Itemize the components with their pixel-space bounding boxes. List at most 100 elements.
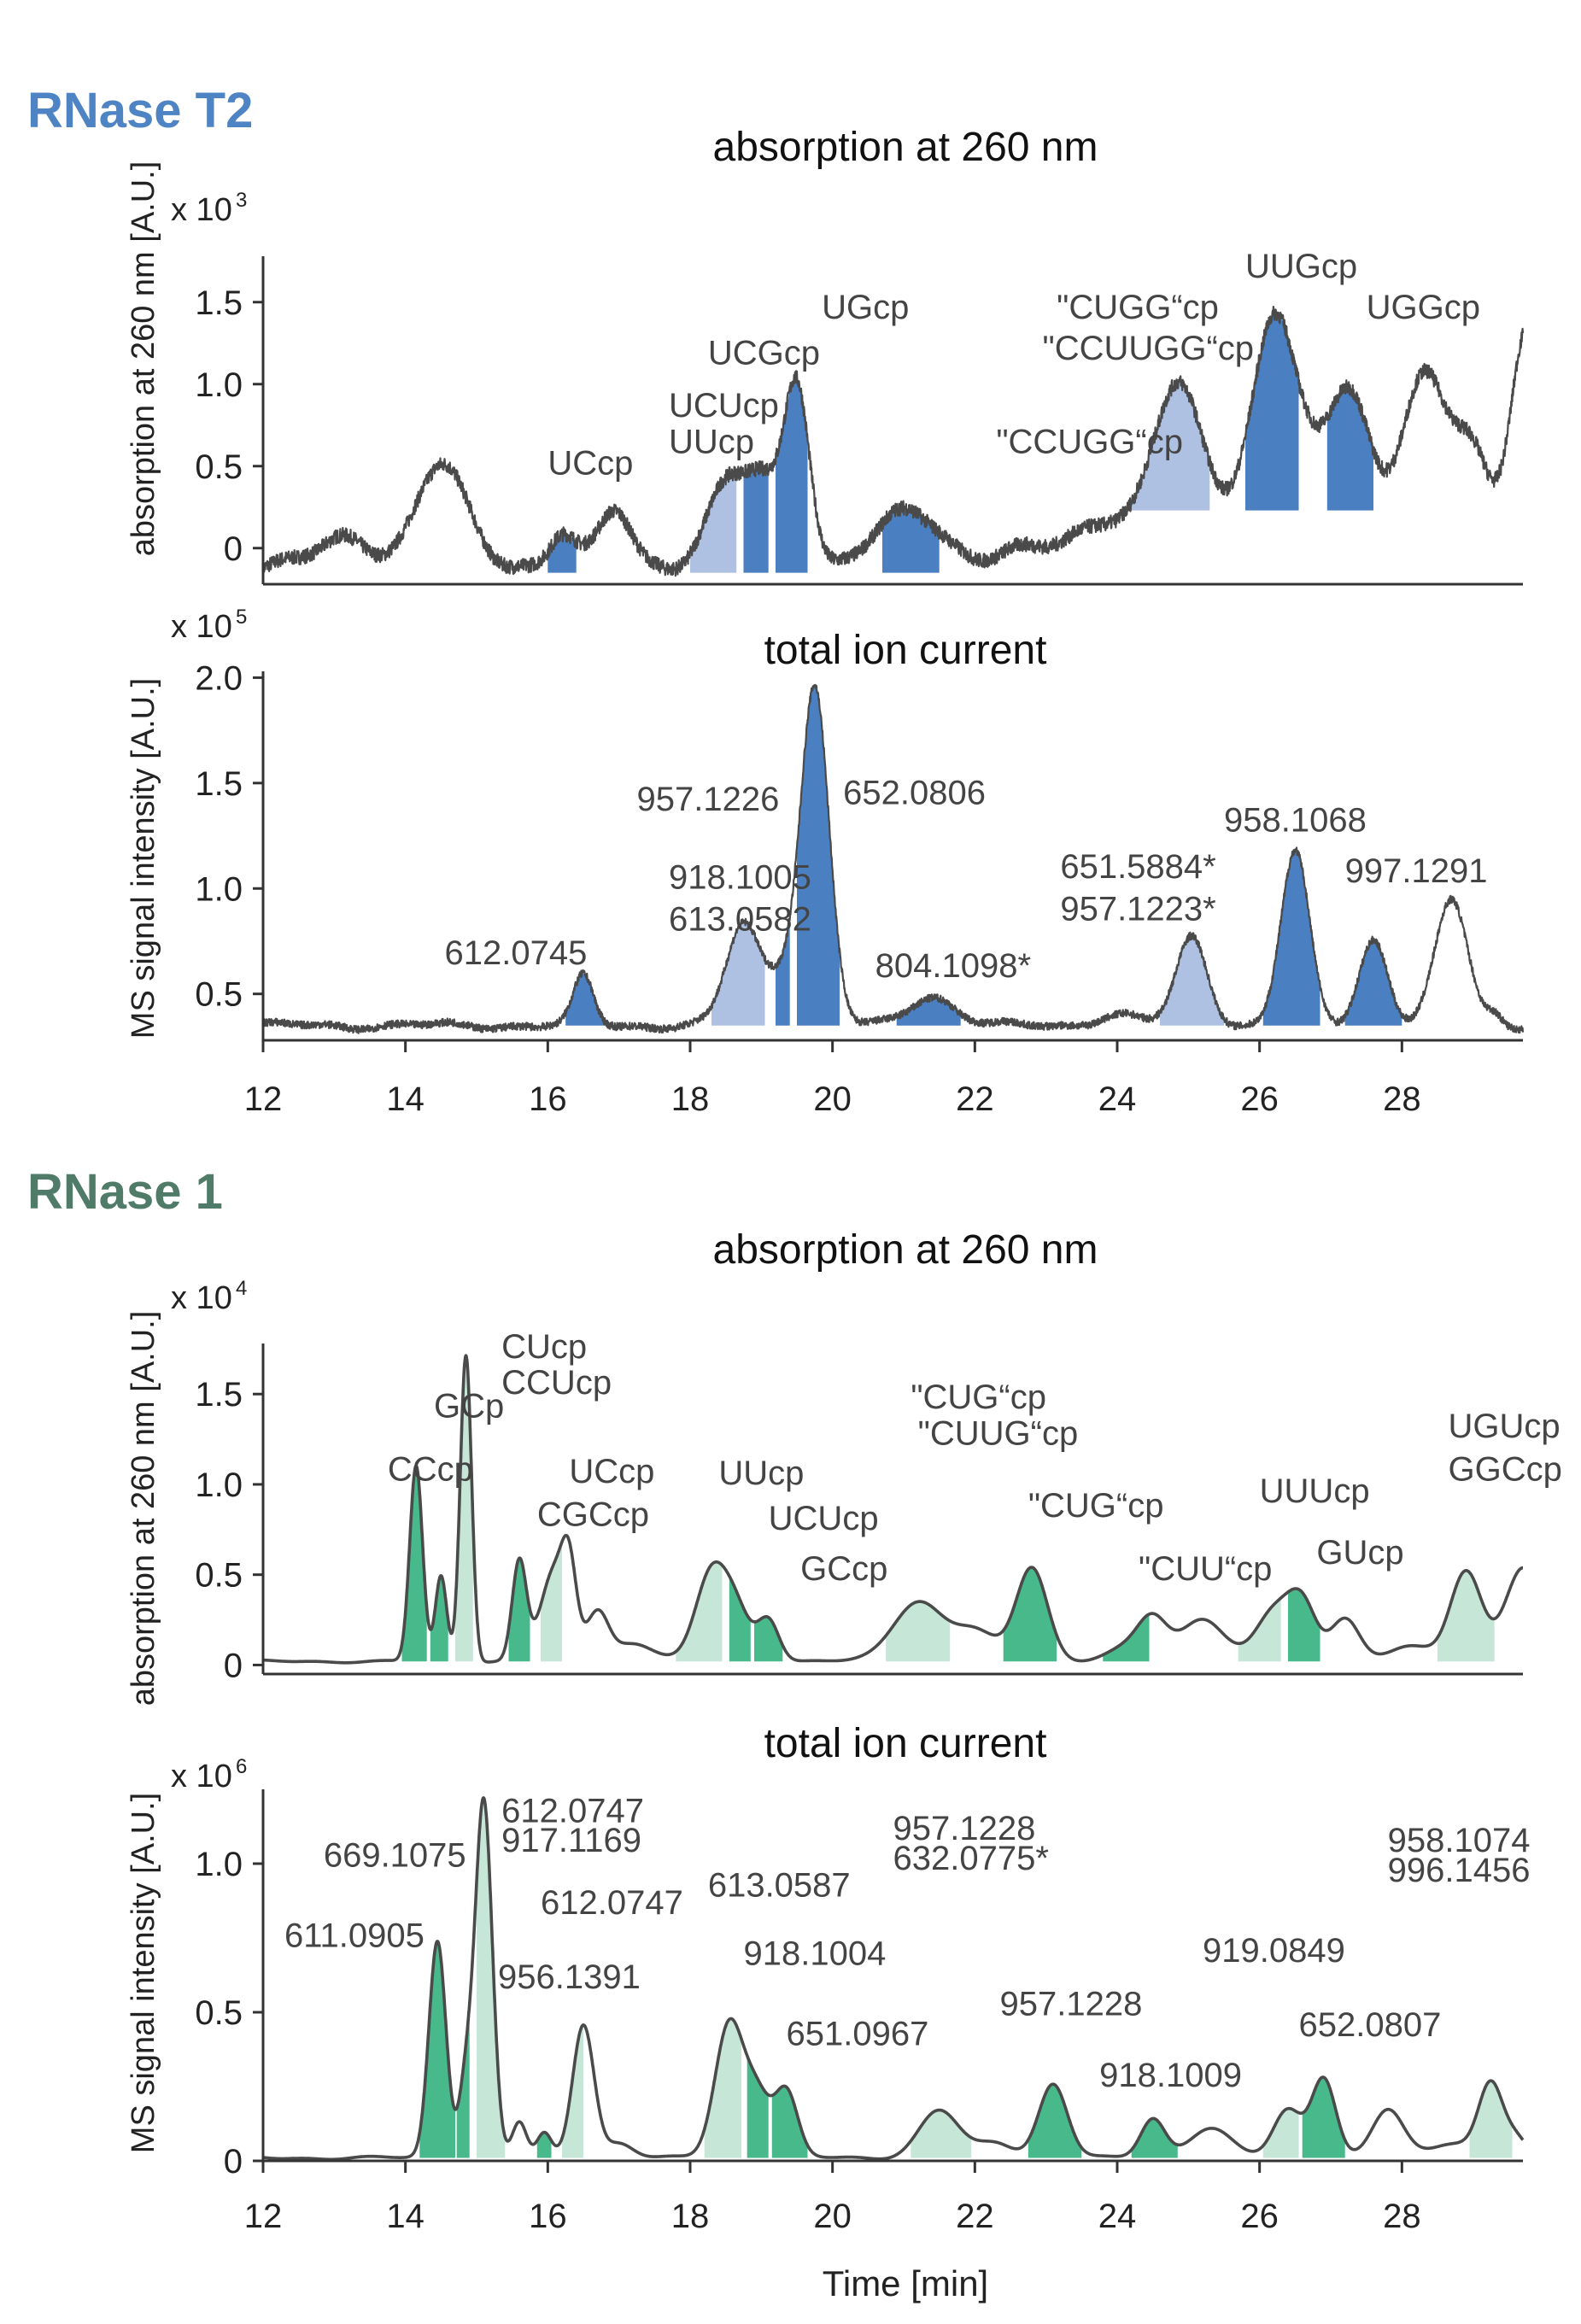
scale-exponent-2: 4	[236, 1277, 247, 1300]
peak-region-3-13	[1469, 2081, 1513, 2158]
peak-annotation-2-9: "CUG“cp	[911, 1379, 1046, 1416]
peak-annotation-1-9: 997.1291	[1345, 852, 1488, 890]
peak-annotation-3-11: 957.1228	[1000, 1985, 1143, 2023]
peak-annotation-1-8: 958.1068	[1224, 802, 1367, 840]
peak-annotation-1-1: 918.1005	[669, 858, 811, 896]
peak-region-3-11	[1262, 2108, 1299, 2158]
x-tick-label-1-2: 16	[529, 1080, 567, 1118]
peak-region-2-1	[430, 1575, 448, 1662]
peak-annotation-3-13: 919.0849	[1203, 1932, 1345, 1970]
y-tick-label-2-1: 0.5	[195, 1557, 243, 1595]
peak-annotation-2-12: "CUU“cp	[1139, 1550, 1272, 1588]
y-axis-label-2: absorption at 260 nm [A.U.]	[126, 1311, 161, 1706]
peak-annotation-2-15: UGUcp	[1449, 1408, 1561, 1445]
peak-annotation-3-2: 612.0747	[501, 1792, 644, 1829]
peak-region-1-1	[711, 922, 765, 1026]
y-tick-label-0-0: 0	[224, 530, 243, 568]
y-tick-label-2-2: 1.0	[195, 1466, 243, 1504]
peak-region-0-6	[1245, 313, 1299, 511]
peak-annotation-0-4: UGcp	[822, 289, 909, 326]
x-tick-label-1-4: 20	[813, 1080, 852, 1118]
peak-annotation-2-6: UUcp	[718, 1455, 804, 1492]
x-tick-label-3-5: 22	[956, 2198, 994, 2235]
peak-annotation-2-13: UUUcp	[1260, 1472, 1370, 1510]
x-tick-label-3-1: 14	[386, 2198, 425, 2235]
peak-annotation-1-3: 957.1226	[637, 781, 780, 818]
y-tick-label-3-1: 0.5	[195, 1994, 243, 2032]
peak-annotation-2-1: GCp	[434, 1388, 504, 1425]
peak-annotation-2-2: CUcp	[501, 1328, 587, 1366]
x-tick-label-1-3: 18	[671, 1080, 710, 1118]
peak-region-2-8	[886, 1601, 951, 1662]
peak-annotation-2-4: UCcp	[569, 1453, 654, 1490]
rnase-t2-title: RNase T2	[27, 83, 254, 138]
peak-region-3-9	[1028, 2084, 1082, 2158]
peak-annotation-3-4: 612.0747	[541, 1884, 683, 1922]
scale-label-0: x 10	[171, 192, 232, 228]
peak-annotation-3-6: 613.0587	[708, 1866, 851, 1904]
scale-exponent-3: 6	[236, 1755, 247, 1778]
peak-annotation-1-4: 652.0806	[843, 775, 986, 812]
peak-region-0-1	[690, 472, 737, 573]
peak-annotation-3-1: 669.1075	[324, 1836, 466, 1874]
x-tick-label-1-0: 12	[244, 1080, 283, 1118]
y-tick-label-1-1: 1.0	[195, 870, 243, 908]
x-tick-label-3-3: 18	[671, 2198, 710, 2235]
peak-annotation-2-8: GCcp	[800, 1550, 887, 1588]
peak-annotation-3-16: 996.1456	[1388, 1852, 1531, 1889]
peak-annotation-1-0: 612.0745	[445, 934, 588, 972]
y-tick-label-2-0: 0	[224, 1647, 243, 1684]
y-axis-label-3: MS signal intensity [A.U.]	[126, 1793, 161, 2153]
peak-annotation-0-8: UUGcp	[1245, 248, 1357, 285]
peak-annotation-3-14: 652.0807	[1299, 2006, 1442, 2044]
peak-annotation-0-3: UCGcp	[708, 335, 820, 372]
peak-region-3-5	[704, 2018, 741, 2158]
peak-annotation-1-6: 651.5884*	[1060, 848, 1215, 886]
scale-label-3: x 10	[171, 1759, 232, 1794]
peak-region-2-7	[754, 1616, 783, 1662]
scale-label-2: x 10	[171, 1280, 232, 1316]
peak-annotation-2-11: "CUG“cp	[1028, 1487, 1164, 1525]
y-axis-label-1: MS signal intensity [A.U.]	[126, 678, 161, 1039]
peak-region-3-4	[562, 2024, 583, 2158]
x-tick-label-1-8: 28	[1383, 1080, 1421, 1118]
peak-annotation-0-5: "CCUGG“cp	[996, 423, 1183, 460]
peak-region-0-5	[1131, 382, 1210, 511]
peak-annotation-3-7: 918.1004	[744, 1935, 887, 1972]
peak-region-0-2	[743, 467, 769, 573]
y-tick-label-3-2: 1.0	[195, 1846, 243, 1883]
scale-exponent-1: 5	[236, 606, 247, 629]
trace-2	[261, 1354, 1525, 1665]
peak-region-1-3	[797, 685, 840, 1026]
peak-annotation-0-2: UUcp	[669, 423, 754, 460]
peak-annotation-3-0: 611.0905	[284, 1917, 425, 1954]
peak-annotation-0-9: UGGcp	[1367, 289, 1480, 326]
peak-annotation-2-14: GUcp	[1316, 1534, 1403, 1572]
trace-0	[261, 306, 1525, 577]
peak-annotation-2-10: "CUUG“cp	[918, 1414, 1079, 1452]
x-tick-label-1-6: 24	[1098, 1080, 1137, 1118]
x-tick-label-3-7: 26	[1240, 2198, 1279, 2235]
trace-3	[261, 1796, 1525, 2162]
peak-region-3-0	[419, 1941, 455, 2158]
x-tick-label-3-4: 20	[813, 2198, 852, 2235]
x-tick-label-3-8: 28	[1383, 2198, 1421, 2235]
rnase-1-title: RNase 1	[27, 1164, 223, 1220]
peak-annotation-0-1: UCUcp	[669, 387, 779, 424]
peak-annotation-2-3: CCUcp	[501, 1364, 612, 1402]
peak-annotation-2-7: UCUcp	[769, 1500, 879, 1537]
peak-region-1-7	[1344, 940, 1402, 1026]
peak-region-2-5	[676, 1561, 723, 1662]
panel-title-1: total ion current	[764, 628, 1047, 673]
trace-1	[261, 683, 1525, 1034]
y-tick-label-0-2: 1.0	[195, 366, 243, 404]
panel-title-2: absorption at 260 nm	[713, 1227, 1098, 1273]
peak-annotation-1-5: 804.1098*	[875, 947, 1031, 985]
x-tick-label-3-6: 24	[1098, 2198, 1137, 2235]
peak-region-1-5	[1160, 935, 1224, 1026]
scale-label-1: x 10	[171, 609, 232, 645]
x-axis-title: Time [min]	[823, 2263, 988, 2304]
x-tick-label-3-0: 12	[244, 2198, 283, 2235]
peak-region-3-6	[747, 2055, 769, 2158]
